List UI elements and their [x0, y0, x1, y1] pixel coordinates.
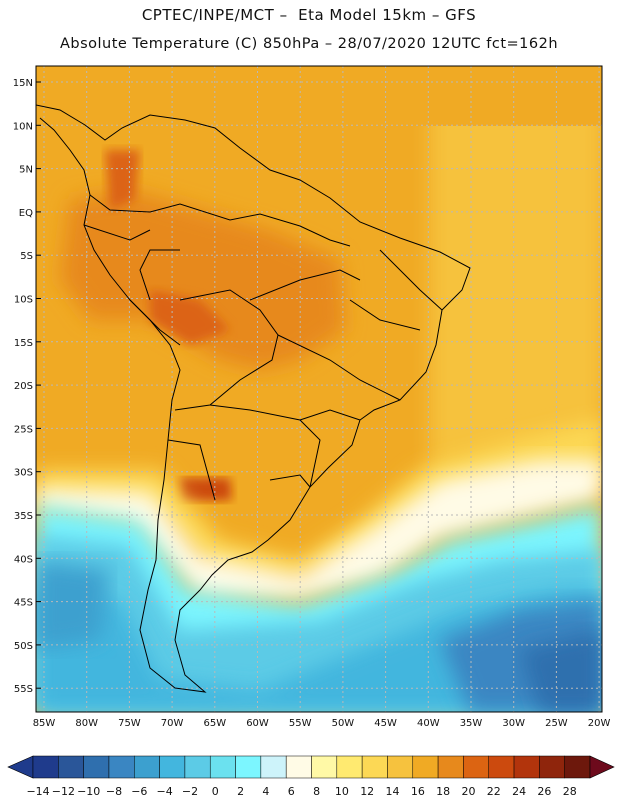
map-graticule	[36, 66, 602, 712]
colorbar-swatch	[260, 755, 287, 779]
lon-label: 20W	[588, 718, 611, 729]
lon-label: 70W	[161, 718, 184, 729]
colorbar-label: 4	[262, 785, 269, 798]
lat-label: 30S	[14, 468, 33, 479]
colorbar-swatch	[463, 755, 489, 779]
colorbar-label: 26	[537, 785, 551, 798]
lat-label: 15S	[14, 338, 33, 349]
lat-label: 35S	[14, 511, 33, 522]
coastline	[36, 104, 471, 693]
colorbar-label: −4	[157, 785, 173, 798]
latitude-labels: 15N 10N 5N EQ 5S 10S 15S 20S 25S 30S 35S 40S 45S 50S 5…	[13, 78, 33, 695]
colorbar-swatch	[285, 755, 312, 779]
colorbar-label: 8	[313, 785, 320, 798]
colorbar-swatch	[83, 755, 110, 779]
lat-label: 15N	[13, 78, 33, 89]
colorbar-label: −10	[77, 785, 100, 798]
colorbar-labels: −14 −12 −10 −8 −6 −4 −2 0 2 4 6 8 10 12 14 16 18 20 22 24 26…	[26, 785, 576, 798]
lon-label: 85W	[33, 718, 56, 729]
colorbar-label: 20	[461, 785, 475, 798]
colorbar-swatch	[58, 755, 84, 779]
lon-label: 45W	[374, 718, 397, 729]
colorbar-swatch	[437, 755, 464, 779]
colorbar-label: 18	[436, 785, 450, 798]
lon-label: 30W	[502, 718, 525, 729]
colorbar-min-arrow	[7, 755, 34, 779]
colorbar-label: −12	[52, 785, 75, 798]
colorbar-label: 0	[212, 785, 219, 798]
colorbar-label: 16	[411, 785, 425, 798]
lat-label: 10S	[14, 295, 33, 306]
longitude-labels: 85W 80W 75W 70W 65W 60W 55W 50W 45W 40W 35W 30W 25W 2…	[33, 718, 611, 729]
lon-label: 35W	[460, 718, 483, 729]
colorbar-label: −8	[106, 785, 122, 798]
colorbar-label: −2	[182, 785, 198, 798]
colorbar-swatch	[336, 755, 363, 779]
lat-label: 45S	[14, 598, 33, 609]
colorbar-swatch	[539, 755, 565, 779]
map-title-line1: CPTEC/INPE/MCT – Eta Model 15km – GFS	[141, 6, 477, 24]
colorbar-label: 22	[487, 785, 501, 798]
colorbar-swatch	[32, 755, 59, 779]
colorbar-label: 2	[237, 785, 244, 798]
colorbar-swatch	[387, 755, 414, 779]
colorbar-label: 12	[360, 785, 374, 798]
colorbar-label: 10	[335, 785, 349, 798]
colorbar-label: 6	[288, 785, 295, 798]
map-title-line2: Absolute Temperature (C) 850hPa – 28/07/…	[59, 36, 559, 52]
plot-frame	[35, 65, 603, 713]
colorbar	[7, 755, 615, 779]
lat-label: 55S	[14, 684, 33, 695]
colorbar-swatch	[184, 755, 211, 779]
colorbar-label: 24	[512, 785, 526, 798]
colorbar-label: −6	[131, 785, 147, 798]
lon-label: 25W	[545, 718, 568, 729]
colorbar-swatch	[235, 755, 262, 779]
colorbar-swatch	[159, 755, 186, 779]
colorbar-swatch	[564, 755, 591, 779]
lon-label: 40W	[417, 718, 440, 729]
lat-label: 50S	[14, 641, 33, 652]
lat-label: 40S	[14, 554, 33, 565]
lat-label: 5N	[19, 165, 33, 176]
colorbar-swatch	[209, 755, 236, 779]
lon-label: 80W	[75, 718, 98, 729]
lat-label: 25S	[14, 424, 33, 435]
colorbar-swatch	[488, 755, 515, 779]
lon-label: 65W	[203, 718, 226, 729]
colorbar-swatch	[361, 755, 388, 779]
temperature-field	[36, 66, 602, 712]
colorbar-label: 14	[386, 785, 400, 798]
colorbar-max-arrow	[589, 755, 615, 779]
lat-label: 10N	[13, 121, 33, 132]
lat-label: 5S	[20, 251, 33, 262]
colorbar-swatch	[108, 755, 135, 779]
lat-label: EQ	[19, 208, 33, 219]
colorbar-swatch	[412, 755, 439, 779]
lat-label: 20S	[14, 381, 33, 392]
lon-label: 55W	[289, 718, 312, 729]
colorbar-swatch	[513, 755, 540, 779]
colorbar-label: −14	[26, 785, 49, 798]
lon-label: 75W	[118, 718, 141, 729]
lon-label: 50W	[332, 718, 355, 729]
colorbar-label: 28	[563, 785, 577, 798]
colorbar-swatch	[134, 755, 160, 779]
colorbar-swatch	[311, 755, 338, 779]
lon-label: 60W	[246, 718, 269, 729]
